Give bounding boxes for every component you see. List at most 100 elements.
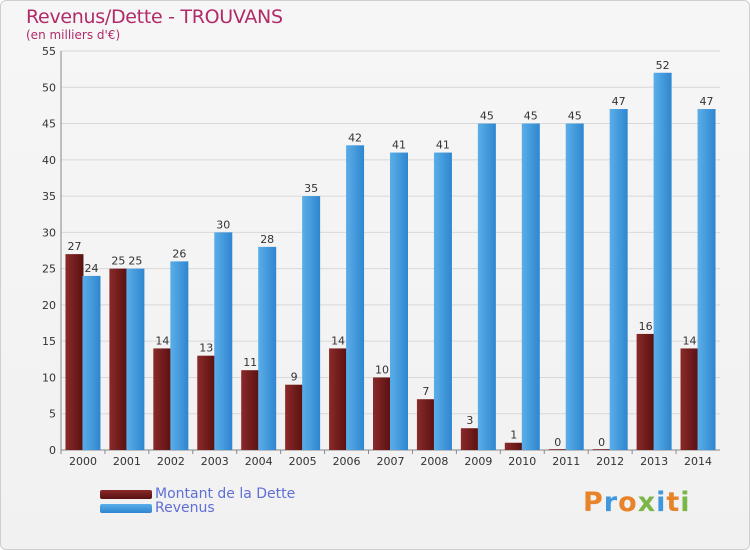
bar-revenus xyxy=(214,232,233,450)
x-tick-label: 2011 xyxy=(552,455,580,468)
bar-dette xyxy=(65,254,84,450)
data-label-revenus: 42 xyxy=(348,131,362,144)
data-label-revenus: 26 xyxy=(172,247,186,260)
chart-title: Revenus/Dette - TROUVANS xyxy=(26,6,283,28)
bar-revenus xyxy=(302,196,321,450)
data-label-revenus: 28 xyxy=(260,233,274,246)
chart-subtitle: (en milliers d'€) xyxy=(26,28,121,42)
logo-letter: i xyxy=(656,487,667,518)
x-tick-label: 2009 xyxy=(464,455,492,468)
data-label-dette: 10 xyxy=(375,363,389,376)
data-label-revenus: 24 xyxy=(84,262,98,275)
bar-revenus xyxy=(477,123,496,450)
proxiti-logo: Proxiti xyxy=(583,487,691,518)
bar-dette xyxy=(548,449,567,450)
logo-letter: o xyxy=(618,487,638,518)
x-tick-label: 2000 xyxy=(69,455,97,468)
bar-revenus xyxy=(521,123,540,450)
x-tick-label: 2002 xyxy=(157,455,185,468)
data-label-revenus: 25 xyxy=(128,255,142,268)
y-tick-label: 5 xyxy=(49,408,56,421)
data-label-dette: 9 xyxy=(291,371,298,384)
bar-dette xyxy=(241,370,260,450)
bar-revenus xyxy=(346,145,365,451)
y-tick-label: 30 xyxy=(42,226,56,239)
bar-dette xyxy=(636,333,655,450)
bar-dette xyxy=(373,377,391,450)
logo-letter: r xyxy=(603,487,619,518)
x-tick-label: 2007 xyxy=(377,455,405,468)
bar-dette xyxy=(197,355,216,450)
bar-layer xyxy=(65,72,716,451)
bar-dette xyxy=(285,384,304,450)
data-label-dette: 16 xyxy=(639,320,653,333)
data-label-dette: 1 xyxy=(510,429,517,442)
y-tick-label: 0 xyxy=(49,444,56,457)
bar-dette xyxy=(680,348,699,450)
data-label-dette: 25 xyxy=(111,255,125,268)
data-label-dette: 14 xyxy=(155,334,169,347)
x-tick-label: 2010 xyxy=(508,455,536,468)
y-tick-label: 50 xyxy=(42,81,56,94)
data-label-dette: 27 xyxy=(67,240,81,253)
y-tick-label: 40 xyxy=(42,154,56,167)
data-label-revenus: 41 xyxy=(436,139,450,152)
y-tick-label: 20 xyxy=(42,299,56,312)
x-tick-label: 2005 xyxy=(289,455,317,468)
logo-letter: x xyxy=(637,487,657,518)
bar-revenus xyxy=(390,152,408,450)
bar-revenus xyxy=(697,109,716,450)
data-label-revenus: 47 xyxy=(700,95,714,108)
bar-dette xyxy=(416,399,435,450)
data-label-revenus: 52 xyxy=(656,59,670,72)
bar-revenus xyxy=(170,261,189,450)
x-tick-label: 2012 xyxy=(596,455,624,468)
data-label-revenus: 41 xyxy=(392,139,406,152)
x-tick-label: 2013 xyxy=(640,455,668,468)
bar-revenus xyxy=(82,275,101,450)
bar-dette xyxy=(592,449,611,450)
y-tick-label: 35 xyxy=(42,190,56,203)
legend-label-dette: Montant de la Dette xyxy=(155,486,296,502)
bar-revenus xyxy=(258,246,277,450)
data-label-dette: 7 xyxy=(422,385,429,398)
bar-dette xyxy=(504,442,523,450)
y-tick-label: 55 xyxy=(42,45,56,58)
y-tick-label: 15 xyxy=(42,335,56,348)
bar-revenus xyxy=(609,109,628,450)
data-label-dette: 14 xyxy=(331,334,345,347)
bar-dette xyxy=(109,268,128,450)
legend-swatch-revenus xyxy=(100,504,152,513)
bar-revenus xyxy=(433,152,452,450)
data-label-revenus: 35 xyxy=(304,182,318,195)
y-tick-label: 25 xyxy=(42,263,56,276)
x-tick-label: 2003 xyxy=(201,455,229,468)
data-label-dette: 13 xyxy=(199,342,213,355)
bar-dette xyxy=(329,348,348,450)
bar-dette xyxy=(153,348,172,450)
y-tick-label: 10 xyxy=(42,371,56,384)
bar-dette xyxy=(460,428,479,450)
bar-revenus xyxy=(126,268,145,450)
bar-revenus xyxy=(565,123,584,450)
x-tick-label: 2006 xyxy=(333,455,361,468)
x-tick-label: 2001 xyxy=(113,455,141,468)
logo-letter: P xyxy=(583,487,604,518)
x-tick-label: 2014 xyxy=(684,455,712,468)
data-label-dette: 11 xyxy=(243,356,257,369)
x-tick-label: 2008 xyxy=(420,455,448,468)
bar-revenus xyxy=(653,72,672,450)
data-label-dette: 14 xyxy=(683,334,697,347)
data-label-dette: 0 xyxy=(598,436,605,449)
data-label-revenus: 45 xyxy=(568,110,582,123)
logo-letter: i xyxy=(680,487,691,518)
legend-label-revenus: Revenus xyxy=(155,500,215,516)
legend-swatch-dette xyxy=(100,490,152,499)
data-label-revenus: 30 xyxy=(216,218,230,231)
logo-letter: t xyxy=(666,487,681,518)
x-tick-label: 2004 xyxy=(245,455,273,468)
data-label-dette: 3 xyxy=(466,414,473,427)
data-label-revenus: 47 xyxy=(612,95,626,108)
